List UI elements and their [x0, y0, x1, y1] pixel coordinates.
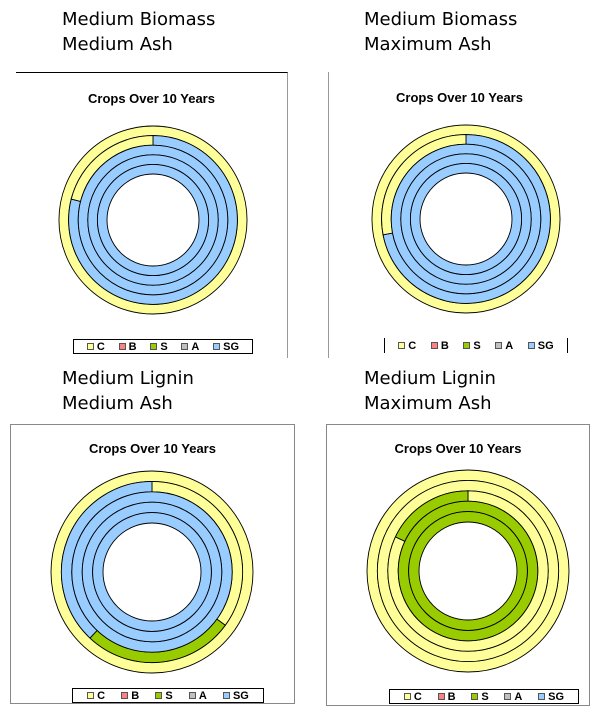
legend-item-c: C: [86, 340, 105, 353]
legend-label: SG: [537, 339, 554, 352]
caption-line-1: Medium Lignin: [62, 368, 194, 389]
legend-swatch: [118, 343, 126, 350]
legend-item-b: B: [437, 690, 456, 703]
chart-legend: C B S A SG: [73, 339, 253, 354]
ring-5-segment-SG: [410, 162, 522, 276]
legend-item-a: A: [188, 689, 207, 702]
legend-swatch: [471, 693, 479, 700]
legend-label: B: [440, 339, 449, 352]
caption-bottom-right: Medium Lignin Maximum Ash: [364, 366, 496, 416]
chart-title: Crops Over 10 Years: [89, 441, 216, 456]
donut-chart: [366, 469, 570, 673]
legend-swatch: [527, 342, 535, 349]
ring-5-segment-S: [408, 511, 528, 631]
legend-label: B: [131, 689, 140, 702]
legend-swatch: [121, 692, 129, 699]
legend-item-b: B: [118, 340, 137, 353]
legend-swatch: [213, 343, 221, 350]
legend-item-c: C: [403, 690, 422, 703]
chart-legend: C B S A SG: [72, 688, 264, 703]
caption-line-2: Medium Ash: [62, 34, 173, 55]
legend-item-sg: SG: [527, 339, 554, 352]
legend-item-s: S: [150, 340, 168, 353]
legend-item-b: B: [430, 339, 449, 352]
legend-swatch: [504, 693, 512, 700]
donut-chart: [58, 125, 248, 315]
legend-swatch: [538, 693, 546, 700]
chart-panel-2: Crops Over 10 Years C B S A SG: [328, 72, 590, 358]
chart-title: Crops Over 10 Years: [88, 91, 215, 106]
chart-panel-3: Crops Over 10 Years C B S A SG: [10, 424, 295, 704]
legend-label: S: [481, 690, 489, 703]
legend-label: A: [191, 340, 200, 353]
legend-label: C: [413, 690, 422, 703]
caption-line-2: Maximum Ash: [364, 34, 492, 55]
chart-legend: C B S A SG: [389, 689, 579, 704]
legend-label: SG: [232, 689, 249, 702]
legend-swatch: [155, 692, 163, 699]
legend-swatch: [463, 342, 471, 349]
legend-item-c: C: [398, 340, 416, 352]
legend-item-a: A: [504, 691, 522, 703]
legend-swatch: [437, 693, 445, 700]
caption-line-2: Maximum Ash: [364, 393, 492, 414]
legend-item-a: A: [495, 340, 513, 352]
legend-label: S: [473, 339, 481, 352]
chart-panel-4: Crops Over 10 Years C B S A SG: [326, 424, 590, 706]
donut-chart: [50, 470, 254, 674]
legend-label: S: [160, 340, 168, 353]
legend-label: B: [447, 690, 456, 703]
legend-label: C: [96, 340, 105, 353]
legend-item-sg: SG: [538, 691, 564, 703]
ring-5-segment-SG: [92, 512, 212, 632]
legend-item-a: A: [181, 341, 199, 353]
caption-top-right: Medium Biomass Maximum Ash: [364, 7, 517, 57]
ring-5-segment-SG: [97, 163, 209, 277]
legend-label: A: [505, 339, 514, 352]
legend-label: A: [198, 689, 207, 702]
legend-label: SG: [223, 340, 240, 353]
legend-swatch: [87, 692, 95, 699]
legend-swatch: [188, 692, 196, 699]
chart-legend: C B S A SG: [384, 338, 568, 353]
legend-label: C: [97, 689, 106, 702]
legend-swatch: [403, 693, 411, 700]
legend-swatch: [181, 343, 189, 350]
caption-bottom-left: Medium Lignin Medium Ash: [62, 366, 194, 416]
legend-swatch: [495, 342, 503, 349]
legend-item-c: C: [87, 690, 105, 702]
caption-line-1: Medium Biomass: [62, 9, 216, 30]
legend-item-sg: SG: [222, 689, 249, 702]
legend-swatch: [222, 692, 230, 699]
legend-label: C: [408, 339, 417, 352]
legend-swatch: [150, 343, 158, 350]
legend-item-sg: SG: [213, 341, 239, 353]
caption-line-1: Medium Lignin: [364, 368, 496, 389]
legend-label: SG: [548, 690, 565, 703]
legend-item-b: B: [121, 690, 139, 702]
donut-chart: [371, 124, 561, 314]
chart-title: Crops Over 10 Years: [394, 441, 522, 456]
chart-panel-1: Crops Over 10 Years C B S A SG: [16, 72, 288, 358]
legend-swatch: [430, 342, 438, 349]
legend-swatch: [398, 342, 406, 349]
caption-line-1: Medium Biomass: [364, 9, 518, 30]
legend-item-s: S: [463, 339, 481, 352]
legend-label: B: [128, 340, 137, 353]
chart-title: Crops Over 10 Years: [396, 90, 523, 105]
caption-top-left: Medium Biomass Medium Ash: [62, 7, 215, 57]
legend-swatch: [86, 343, 94, 350]
legend-label: A: [514, 690, 523, 703]
legend-item-s: S: [155, 689, 173, 702]
legend-label: S: [165, 689, 173, 702]
caption-line-2: Medium Ash: [62, 393, 173, 414]
legend-item-s: S: [471, 690, 489, 703]
